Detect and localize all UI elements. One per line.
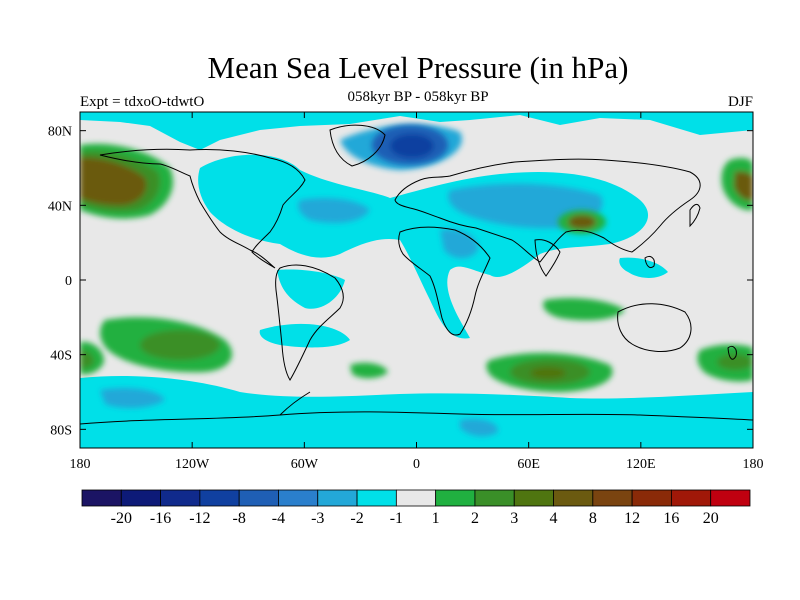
colorbar-swatch <box>160 489 201 507</box>
colorbar-swatch <box>631 489 672 507</box>
colorbar-swatch <box>671 489 712 507</box>
lon-label: 0 <box>413 457 420 472</box>
colorbar-label: -16 <box>150 510 171 527</box>
lat-label: 80S <box>50 423 72 438</box>
map-title: Mean Sea Level Pressure (in hPa) <box>207 50 629 85</box>
colorbar-label: 8 <box>589 510 597 527</box>
colorbar-label: 16 <box>663 510 679 527</box>
lat-label: 40S <box>50 349 72 364</box>
colorbar-swatch <box>278 489 319 507</box>
arctic-low <box>372 125 448 165</box>
map-axis-ticks: 80N 40N 0 40S 80S 180 120W 60W 0 60E 120E 180 <box>48 112 764 472</box>
lon-label: 60W <box>291 457 319 472</box>
colorbar-label: -2 <box>350 510 363 527</box>
lat-label: 80N <box>48 125 72 140</box>
colorbar: -20 -16 -12 -8 -4 -3 -2 -1 1 2 3 4 8 12 16 20 <box>81 489 751 527</box>
lon-label: 60E <box>517 457 540 472</box>
colorbar-swatch <box>120 489 161 507</box>
colorbar-swatch <box>317 489 358 507</box>
lon-label: 120E <box>626 457 656 472</box>
colorbar-swatch <box>81 489 122 507</box>
colorbar-swatch <box>395 489 437 507</box>
colorbar-label: -3 <box>311 510 324 527</box>
map-subtitle: 058kyr BP - 058kyr BP <box>347 89 489 105</box>
colorbar-swatch <box>435 489 476 507</box>
colorbar-label: -1 <box>390 510 403 527</box>
colorbar-label: 4 <box>550 510 558 527</box>
colorbar-swatch <box>238 489 279 507</box>
lat-label: 40N <box>48 199 72 214</box>
lon-label: 180 <box>70 457 91 472</box>
positive-anomaly-regions <box>80 143 753 393</box>
colorbar-label: 12 <box>624 510 640 527</box>
colorbar-swatch <box>474 489 515 507</box>
colorbar-swatch <box>592 489 633 507</box>
coastlines <box>80 124 753 425</box>
colorbar-swatch <box>710 489 751 507</box>
lon-label: 180 <box>743 457 764 472</box>
colorbar-label: 20 <box>703 510 719 527</box>
colorbar-label: 2 <box>471 510 479 527</box>
colorbar-label: -8 <box>233 510 246 527</box>
colorbar-label: 1 <box>432 510 440 527</box>
season-label: DJF <box>727 94 753 110</box>
colorbar-swatch <box>356 489 397 507</box>
pressure-field <box>80 112 753 448</box>
lat-label: 0 <box>65 274 72 289</box>
experiment-label: Expt = tdxoO-tdwtO <box>80 94 205 110</box>
colorbar-label: 3 <box>510 510 518 527</box>
colorbar-swatch <box>553 489 594 507</box>
colorbar-swatch <box>199 489 240 507</box>
colorbar-label: -20 <box>111 510 132 527</box>
colorbar-label: -12 <box>189 510 210 527</box>
lon-label: 120W <box>175 457 210 472</box>
colorbar-label: -4 <box>272 510 285 527</box>
colorbar-swatch <box>513 489 554 507</box>
